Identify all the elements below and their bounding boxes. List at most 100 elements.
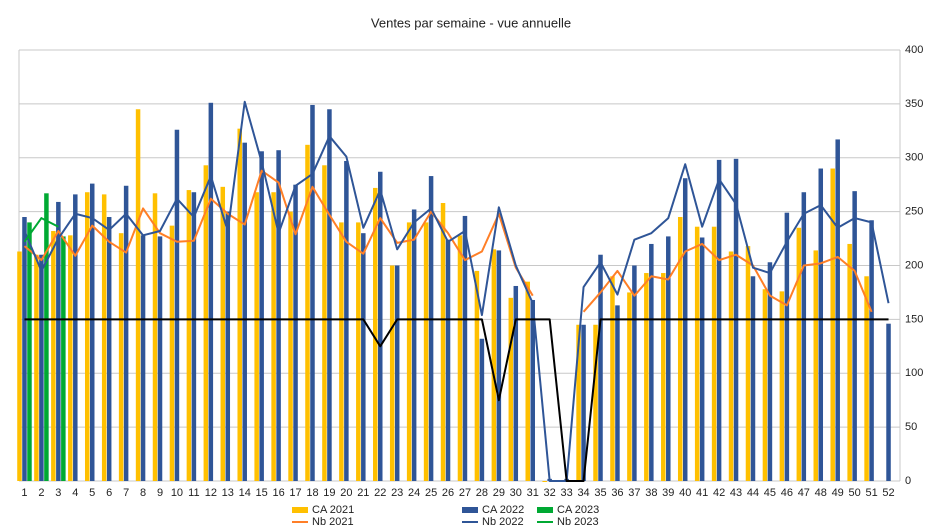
- x-tick-label: 17: [289, 487, 301, 499]
- x-tick-label: 10: [171, 487, 183, 499]
- y-tick-label: 100: [905, 367, 923, 379]
- bar: [661, 273, 666, 481]
- x-tick-label: 24: [408, 487, 420, 499]
- bar: [276, 150, 281, 481]
- bar: [446, 240, 451, 481]
- bar: [254, 192, 258, 481]
- x-tick-label: 51: [865, 487, 877, 499]
- bar: [886, 324, 891, 481]
- legend-swatch: [292, 507, 308, 513]
- y-tick-label: 350: [905, 98, 923, 110]
- x-tick-label: 39: [662, 487, 674, 499]
- x-tick-label: 50: [849, 487, 861, 499]
- x-tick-label: 5: [89, 487, 95, 499]
- bar: [751, 276, 756, 481]
- bar: [22, 217, 27, 481]
- bar: [763, 289, 768, 481]
- x-tick-label: 34: [577, 487, 589, 499]
- x-tick-label: 15: [256, 487, 268, 499]
- bar: [797, 228, 802, 481]
- bar: [525, 282, 530, 481]
- x-tick-label: 23: [391, 487, 403, 499]
- bar: [356, 222, 361, 481]
- bar: [712, 227, 717, 481]
- x-tick-label: 41: [696, 487, 708, 499]
- x-tick-label: 30: [510, 487, 522, 499]
- bar: [598, 255, 603, 481]
- x-tick-label: 19: [323, 487, 335, 499]
- bar: [627, 292, 632, 481]
- bar: [322, 165, 327, 481]
- bar: [683, 178, 688, 481]
- bar: [480, 339, 485, 481]
- bar: [242, 143, 247, 481]
- bar: [802, 192, 807, 481]
- bar: [226, 212, 231, 481]
- y-tick-label: 300: [905, 152, 923, 164]
- x-tick-label: 1: [21, 487, 27, 499]
- bar: [463, 216, 468, 481]
- x-tick-label: 6: [106, 487, 112, 499]
- x-tick-label: 9: [157, 487, 163, 499]
- bar: [327, 109, 332, 481]
- y-tick-label: 50: [905, 421, 917, 433]
- x-tick-label: 38: [645, 487, 657, 499]
- bar: [852, 191, 857, 481]
- x-tick-label: 46: [781, 487, 793, 499]
- legend-swatch: [537, 507, 553, 513]
- legend-label: Nb 2023: [557, 516, 599, 528]
- bar: [310, 105, 315, 481]
- bar: [361, 233, 366, 481]
- bar: [119, 233, 124, 481]
- x-tick-label: 44: [747, 487, 759, 499]
- bar: [56, 202, 61, 481]
- bar: [429, 176, 434, 481]
- x-tick-label: 48: [815, 487, 827, 499]
- bar: [61, 236, 66, 481]
- bar: [73, 194, 78, 481]
- bar: [644, 273, 649, 481]
- bar: [746, 246, 751, 481]
- bar: [615, 305, 620, 481]
- bar: [170, 226, 175, 481]
- legend-label: Nb 2022: [482, 516, 524, 528]
- bar: [632, 266, 637, 482]
- x-tick-label: 26: [442, 487, 454, 499]
- bar: [514, 286, 519, 481]
- x-tick-label: 4: [72, 487, 78, 499]
- bar: [339, 222, 344, 481]
- legend-label: CA 2021: [312, 504, 354, 516]
- legend-label: CA 2022: [482, 504, 524, 516]
- x-tick-label: 45: [764, 487, 776, 499]
- x-tick-label: 16: [272, 487, 284, 499]
- bar: [814, 250, 819, 481]
- bar: [458, 235, 463, 481]
- bar: [107, 217, 112, 481]
- legend-swatch: [462, 507, 478, 513]
- x-tick-label: 52: [882, 487, 894, 499]
- x-tick-label: 32: [544, 487, 556, 499]
- bar: [407, 222, 412, 481]
- bar: [39, 255, 44, 481]
- bar: [68, 235, 73, 481]
- bar: [34, 255, 39, 481]
- bar: [412, 209, 417, 481]
- y-tick-label: 0: [905, 475, 911, 487]
- x-tick-label: 20: [340, 487, 352, 499]
- bar: [390, 266, 395, 482]
- x-tick-label: 49: [832, 487, 844, 499]
- bar: [395, 266, 400, 482]
- bar: [819, 169, 824, 481]
- legend-label: CA 2023: [557, 504, 599, 516]
- bar: [717, 160, 722, 481]
- bar: [237, 129, 242, 481]
- x-tick-label: 3: [55, 487, 61, 499]
- x-tick-label: 28: [476, 487, 488, 499]
- x-tick-label: 18: [306, 487, 318, 499]
- x-tick-label: 47: [798, 487, 810, 499]
- legend-label: Nb 2021: [312, 516, 354, 528]
- x-tick-label: 11: [188, 487, 199, 499]
- x-tick-label: 22: [374, 487, 386, 499]
- x-tick-label: 7: [123, 487, 129, 499]
- bar: [424, 222, 429, 481]
